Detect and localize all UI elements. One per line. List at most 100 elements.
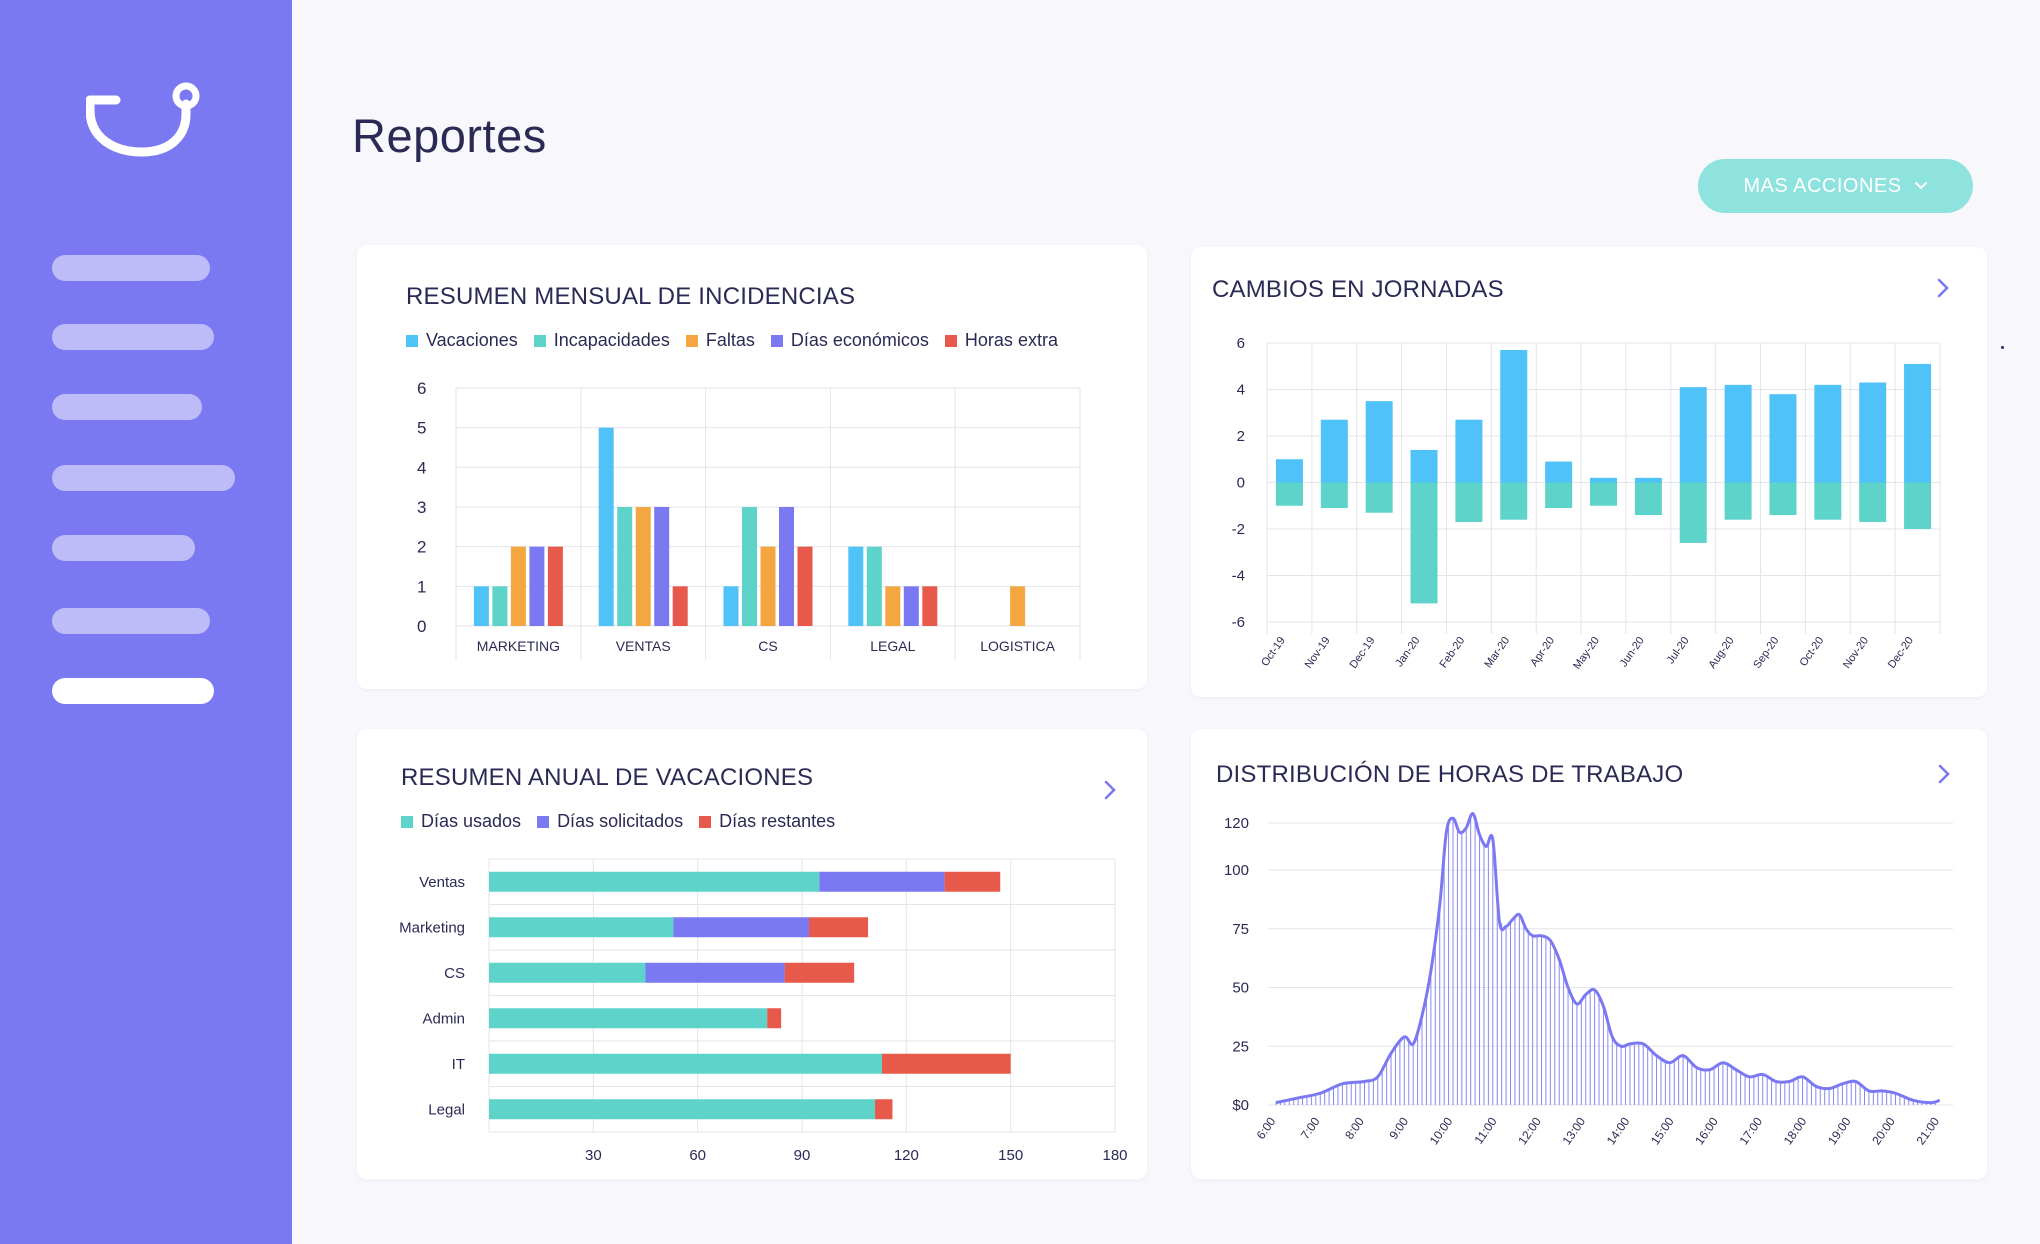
x-tick-label: 30 xyxy=(585,1147,602,1164)
legend-label: Incapacidades xyxy=(553,330,670,350)
x-tick-label: VENTAS xyxy=(616,638,671,654)
card-monthly-incidences: RESUMEN MENSUAL DE INCIDENCIAS Vacacione… xyxy=(357,245,1147,689)
legend-label: Vacaciones xyxy=(426,330,518,350)
more-actions-label: MAS ACCIONES xyxy=(1743,174,1902,197)
x-tick-label: CS xyxy=(758,638,777,654)
legend-label: Días económicos xyxy=(790,330,929,350)
legend-swatch xyxy=(401,815,413,828)
app-logo-icon[interactable] xyxy=(86,82,202,162)
bar xyxy=(1859,482,1887,523)
sidebar-item-6[interactable] xyxy=(52,608,210,634)
chevron-right-icon[interactable] xyxy=(1935,277,1951,299)
bar-segment xyxy=(489,1008,768,1029)
y-tick-label: 6 xyxy=(417,379,426,398)
card-title: DISTRIBUCIÓN DE HORAS DE TRABAJO xyxy=(1216,761,1684,788)
bar xyxy=(903,586,919,626)
sidebar-item-4[interactable] xyxy=(52,465,235,491)
bar xyxy=(473,586,489,626)
bar xyxy=(1455,482,1483,523)
y-tick-label: Admin xyxy=(422,1010,465,1027)
sidebar-item-1[interactable] xyxy=(52,255,210,281)
bar xyxy=(922,586,938,626)
y-tick-label: 1 xyxy=(417,577,426,596)
x-tick-label: 15:00 xyxy=(1648,1114,1677,1147)
legend-item: Días solicitados xyxy=(537,811,683,832)
bar xyxy=(529,546,545,626)
x-tick-label: 180 xyxy=(1102,1147,1127,1164)
chevron-right-icon[interactable] xyxy=(1102,779,1118,801)
legend-item: Días usados xyxy=(401,811,521,832)
bar xyxy=(760,546,776,626)
x-tick-label: Oct-20 xyxy=(1798,635,1827,669)
bar-segment xyxy=(784,962,855,983)
more-actions-button[interactable]: MAS ACCIONES xyxy=(1698,159,1973,213)
shifts-bar-chart: -6 -4 -2 0 2 4 6 Oct-19 Nov-19 Dec-19 Jan-20 Feb-20… xyxy=(1232,335,1941,672)
y-tick-label: 5 xyxy=(417,419,426,438)
bar xyxy=(1275,459,1303,483)
x-tick-label: 21:00 xyxy=(1913,1114,1942,1147)
x-tick-label: Nov-20 xyxy=(1841,635,1871,671)
bar xyxy=(1410,449,1438,483)
x-tick-label: Jul-20 xyxy=(1665,635,1692,666)
bar xyxy=(492,586,508,626)
bar xyxy=(723,586,739,626)
legend-item: Días económicos xyxy=(770,330,929,351)
bar xyxy=(1904,363,1932,483)
sidebar-item-2[interactable] xyxy=(52,324,214,350)
y-tick-label: $0 xyxy=(1232,1097,1249,1114)
bar xyxy=(547,546,563,626)
y-tick-label: 2 xyxy=(1237,428,1245,445)
legend-swatch xyxy=(944,334,957,347)
x-tick-label: 13:00 xyxy=(1560,1114,1589,1147)
x-tick-label: 90 xyxy=(794,1147,811,1164)
legend-label: Días usados xyxy=(421,811,522,831)
x-tick-label: Jun-20 xyxy=(1618,635,1647,669)
chevron-right-icon[interactable] xyxy=(1936,763,1952,785)
bar xyxy=(1275,482,1303,506)
bar xyxy=(1320,482,1348,509)
bar xyxy=(1679,482,1707,543)
annual-hbar-chart: 30 60 90 120 150 180 Ventas Marketing CS Admin IT L… xyxy=(399,858,1128,1164)
y-tick-label: 6 xyxy=(1237,335,1245,352)
bar xyxy=(1590,477,1617,483)
stray-dot xyxy=(2001,346,2004,349)
bar xyxy=(510,546,526,626)
bar xyxy=(1010,586,1026,626)
x-tick-label: Nov-19 xyxy=(1303,635,1333,671)
x-tick-label: 16:00 xyxy=(1692,1114,1721,1147)
card-title: CAMBIOS EN JORNADAS xyxy=(1212,276,1504,303)
bar-segment xyxy=(767,1008,782,1029)
sidebar-item-7-active[interactable] xyxy=(52,678,214,704)
bar xyxy=(672,586,688,626)
bar xyxy=(1500,349,1528,483)
x-tick-label: 18:00 xyxy=(1781,1114,1810,1147)
bar xyxy=(1634,477,1662,483)
bar xyxy=(1545,461,1573,483)
y-tick-label: -2 xyxy=(1232,521,1245,538)
x-tick-label: 6:00 xyxy=(1254,1114,1279,1141)
x-tick-label: Oct-19 xyxy=(1259,635,1288,669)
bar xyxy=(1500,482,1528,520)
x-tick-label: 20:00 xyxy=(1869,1114,1898,1147)
bar-segment xyxy=(819,871,945,892)
legend-item: Faltas xyxy=(685,330,755,351)
x-tick-label: 12:00 xyxy=(1515,1114,1544,1147)
x-tick-label: 8:00 xyxy=(1342,1114,1367,1141)
monthly-bar-chart: 0 1 2 3 4 5 6 MARKETING VENTAS CS LEGAL LOGISTICA xyxy=(417,379,1081,660)
bar xyxy=(1814,482,1842,520)
legend-swatch xyxy=(699,815,712,828)
bar xyxy=(779,507,794,626)
sidebar-item-5[interactable] xyxy=(52,535,195,561)
bar xyxy=(1590,482,1617,506)
bar xyxy=(1859,382,1887,483)
y-tick-label: 2 xyxy=(417,538,426,557)
bar xyxy=(1410,482,1438,604)
y-tick-label: -4 xyxy=(1232,568,1245,585)
x-tick-label: 19:00 xyxy=(1825,1114,1854,1147)
chevron-down-icon xyxy=(1914,182,1927,190)
y-tick-label: CS xyxy=(444,965,465,982)
x-tick-label: 10:00 xyxy=(1427,1114,1456,1147)
sidebar-item-3[interactable] xyxy=(52,394,202,420)
series-line xyxy=(1275,812,1941,1105)
x-tick-label: 11:00 xyxy=(1472,1114,1500,1146)
